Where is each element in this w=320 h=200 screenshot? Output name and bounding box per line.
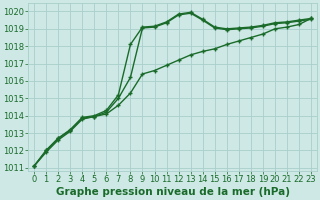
X-axis label: Graphe pression niveau de la mer (hPa): Graphe pression niveau de la mer (hPa) — [56, 187, 290, 197]
